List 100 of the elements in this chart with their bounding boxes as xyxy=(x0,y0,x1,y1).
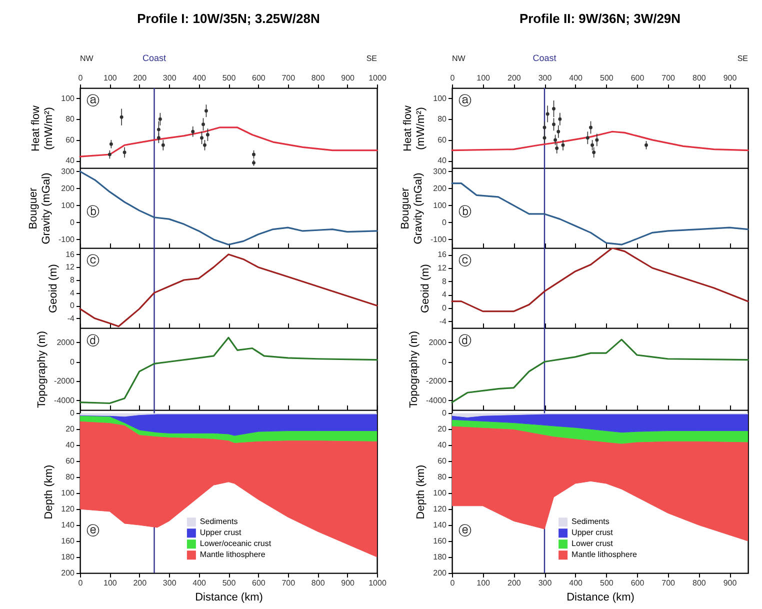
x-tick-label: 0 xyxy=(450,578,456,588)
y-tick-label: 12 xyxy=(66,262,76,272)
y-tick-label: 200 xyxy=(61,568,76,578)
x-tick-label: 0 xyxy=(78,578,84,588)
y-axis-title: Heat flow (mW/m²) xyxy=(402,106,428,152)
x-tick-label: 300 xyxy=(538,578,552,588)
y-tick-label: 140 xyxy=(433,520,448,530)
legend-label: Sediments xyxy=(572,517,610,526)
y-tick-label: 40 xyxy=(66,156,76,166)
y-tick-label: 0 xyxy=(442,218,448,227)
y-tick-label: 300 xyxy=(61,166,76,176)
y-axis-title: Depth (km) xyxy=(415,464,428,520)
y-tick-label: 80 xyxy=(438,114,448,124)
y-axis-title: Bouguer Gravity (mGal) xyxy=(399,172,424,244)
x-tick-label: 200 xyxy=(507,578,522,588)
x-tick-label: 600 xyxy=(252,578,266,588)
y-axis-title: Topography (m) xyxy=(408,330,420,408)
y-tick-label: 200 xyxy=(433,568,448,578)
y-tick-label: 160 xyxy=(433,536,448,546)
y-tick-label: -4000 xyxy=(54,396,76,405)
x-tick-label: 200 xyxy=(507,74,522,82)
y-tick-label: 180 xyxy=(61,552,76,562)
x-tick-label: 100 xyxy=(104,578,118,588)
y-tick-label: 40 xyxy=(438,440,448,450)
legend-label: Upper crust xyxy=(200,528,242,538)
x-tick-label: 600 xyxy=(630,578,645,588)
x-tick-label: 400 xyxy=(192,74,207,82)
legend-label: Lower crust xyxy=(572,539,614,548)
x-tick-label: 700 xyxy=(282,578,296,588)
y-tick-label: 4 xyxy=(442,290,448,300)
y-tick-label: 8 xyxy=(442,276,448,286)
x-tick-label: 400 xyxy=(569,578,584,588)
annotation: ⓒ xyxy=(86,253,100,268)
y-tick-label: 180 xyxy=(433,552,448,562)
y-tick-label: 60 xyxy=(438,135,448,144)
ref-line-label: Coast xyxy=(142,53,166,63)
legend-label: Mantle lithosphere xyxy=(200,550,266,560)
y-tick-label: 16 xyxy=(66,250,76,259)
text: NW xyxy=(80,54,94,63)
chart-title: Profile I: 10W/35N; 3.25W/28N xyxy=(137,11,320,26)
y-tick-label: -100 xyxy=(430,234,448,244)
y-tick-label: 160 xyxy=(61,536,76,546)
x-tick-label: 900 xyxy=(341,74,356,82)
y-axis-title: Depth (km) xyxy=(43,464,56,520)
y-tick-label: 100 xyxy=(433,488,448,498)
text: SE xyxy=(366,54,377,63)
ref-line-label: Coast xyxy=(532,53,557,63)
y-tick-label: 100 xyxy=(61,94,76,103)
y-tick-label: -100 xyxy=(58,234,76,244)
x-tick-label: 0 xyxy=(450,74,456,82)
y-tick-label: 100 xyxy=(61,488,76,498)
x-tick-label: 200 xyxy=(133,578,148,588)
x-tick-label: 700 xyxy=(662,578,676,588)
y-tick-label: 100 xyxy=(433,200,448,210)
y-tick-label: 100 xyxy=(61,200,76,210)
y-tick-label: 60 xyxy=(66,456,76,466)
annotation: ⓑ xyxy=(86,204,100,219)
x-tick-label: 500 xyxy=(600,74,614,82)
y-tick-label: 20 xyxy=(66,424,76,434)
y-tick-label: 20 xyxy=(438,424,448,434)
y-axis-title: Geoid (m) xyxy=(420,264,432,313)
y-axis-title: Heat flow (mW/m²) xyxy=(30,106,56,152)
x-tick-label: 800 xyxy=(692,578,706,588)
y-tick-label: 60 xyxy=(66,135,76,144)
legend-label: Lower/oceanic crust xyxy=(200,539,272,548)
y-tick-label: -4 xyxy=(67,314,76,323)
y-tick-label: 12 xyxy=(438,264,448,272)
x-tick-label: 700 xyxy=(662,74,676,82)
y-tick-label: 200 xyxy=(433,184,448,193)
y-tick-label: 0 xyxy=(70,218,76,227)
y-tick-label: 4 xyxy=(70,288,76,298)
y-tick-label: 0 xyxy=(70,357,76,366)
text: SE xyxy=(737,54,748,63)
annotation: ⓒ xyxy=(458,253,472,268)
y-tick-label: 120 xyxy=(433,504,448,514)
y-tick-label: 300 xyxy=(433,166,448,176)
x-axis-title: Distance (km) xyxy=(566,592,634,604)
x-tick-label: 900 xyxy=(341,578,356,588)
annotation: ⓔ xyxy=(86,523,100,538)
x-tick-label: 500 xyxy=(222,74,236,82)
legend-label: Mantle lithosphere xyxy=(572,550,638,560)
x-tick-label: 100 xyxy=(476,74,491,82)
annotation: ⓐ xyxy=(458,93,472,108)
x-tick-label: 300 xyxy=(538,74,552,82)
y-axis-title: Bouguer Gravity (mGal) xyxy=(27,172,52,244)
y-tick-label: 0 xyxy=(442,408,448,418)
legend-label: Upper crust xyxy=(572,528,614,538)
annotation: ⓓ xyxy=(86,333,100,348)
legend-label: Sediments xyxy=(200,517,238,526)
y-tick-label: 8 xyxy=(70,276,76,284)
y-tick-label: 60 xyxy=(438,456,448,466)
x-tick-label: 500 xyxy=(600,578,614,588)
x-tick-label: 700 xyxy=(282,74,296,82)
x-tick-label: 100 xyxy=(476,578,491,588)
y-axis-title: Topography (m) xyxy=(36,330,48,408)
y-tick-label: 120 xyxy=(61,504,76,514)
y-tick-label: 16 xyxy=(438,250,448,260)
x-tick-label: 600 xyxy=(630,74,645,82)
y-tick-label: 2000 xyxy=(428,338,448,347)
y-tick-label: -4000 xyxy=(426,396,448,405)
